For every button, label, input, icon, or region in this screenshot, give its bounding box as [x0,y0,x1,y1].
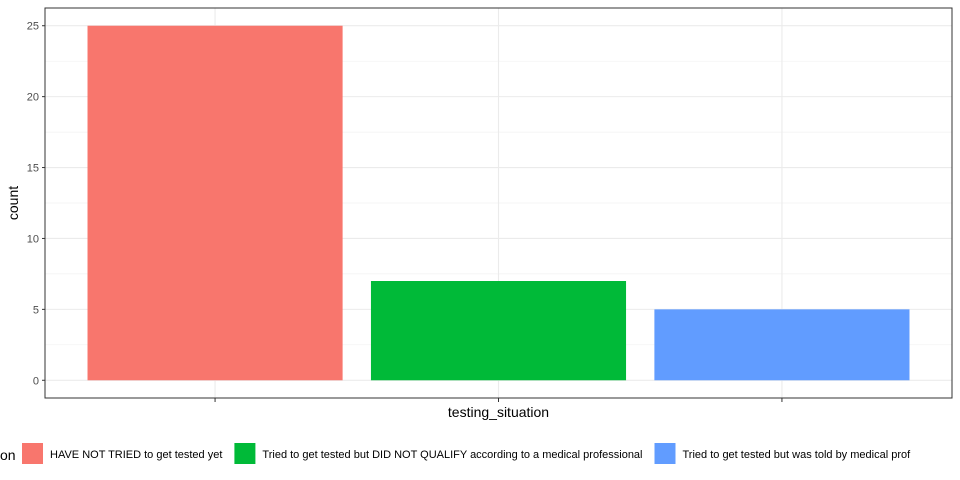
legend-label: HAVE NOT TRIED to get tested yet [50,449,222,461]
y-tick-label: 15 [27,163,39,175]
bar [370,281,627,381]
y-axis: 0 5 10 15 20 25 [27,21,45,387]
y-tick-label: 0 [33,375,39,387]
x-axis [214,398,783,402]
legend-key [654,443,676,464]
x-axis-title: testing_situation [448,404,549,420]
legend-label: Tried to get tested but DID NOT QUALIFY … [262,449,642,461]
y-tick-label: 20 [27,92,39,104]
legend-key [234,443,256,464]
legend-title: on [0,447,16,463]
y-tick-label: 5 [33,304,39,316]
bars-group [87,25,910,381]
bar [87,25,343,381]
y-tick-label: 25 [27,21,39,33]
legend-label: Tried to get tested but was told by medi… [683,449,912,461]
legend-key [22,443,43,464]
y-tick-label: 10 [27,233,39,245]
legend: on HAVE NOT TRIED to get tested yet Tried… [0,443,911,464]
y-axis-title: count [5,186,21,220]
bar [654,309,910,381]
